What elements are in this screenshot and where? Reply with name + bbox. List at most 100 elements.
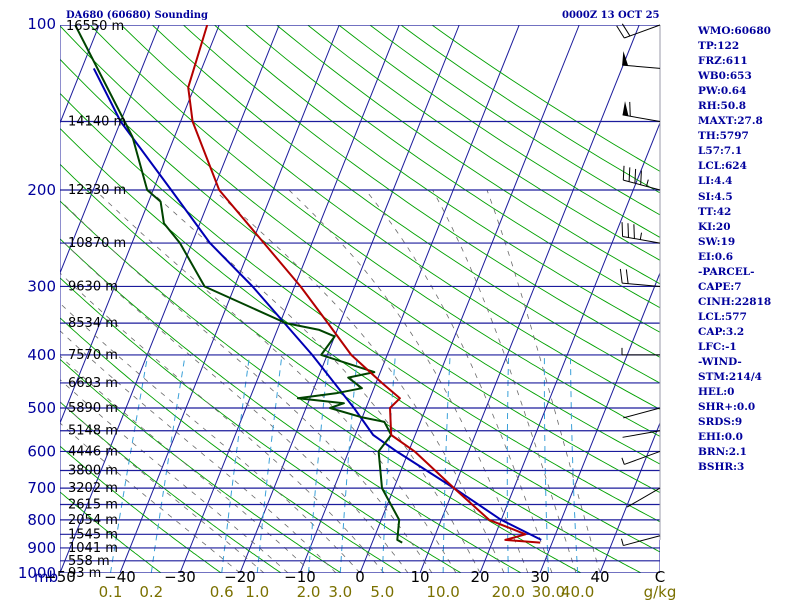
temperature-tick-label: 10 (410, 568, 429, 586)
temperature-tick-label: 0 (355, 568, 365, 586)
stability-index-item: WB0:653 (698, 70, 752, 83)
wind-barb-flag (633, 224, 635, 239)
moist-adiabat-line (60, 238, 409, 573)
wind-barb-flag (625, 269, 629, 284)
pressure-label: 500 (27, 399, 56, 417)
stability-index-item: MAXT:27.8 (698, 115, 763, 128)
mixing-ratio-unit-label: g/kg (644, 583, 677, 600)
height-label: 14140 m (68, 114, 126, 129)
wind-barb-flag (640, 170, 642, 185)
stability-index-item: CINH:22818 (698, 295, 772, 308)
wind-barb-staff (622, 430, 661, 438)
wind-barb-half-flag (645, 179, 649, 187)
stability-index-item: KI:20 (698, 220, 731, 233)
wind-barb-staff (624, 450, 661, 465)
temperature-tick-label: 20 (470, 568, 489, 586)
temperature-curve (187, 25, 541, 544)
parcel-curve (92, 67, 542, 541)
height-label: 1041 m (68, 541, 118, 556)
height-label: 16550 m (66, 19, 124, 34)
wind-barbs (616, 23, 661, 547)
height-label: 558 m (68, 554, 110, 569)
pressure-label: 800 (27, 511, 56, 529)
mixing-ratio-label: 30.0 (532, 583, 565, 600)
mixing-ratio-label: 0.6 (210, 583, 234, 600)
mixing-ratio-label: 5.0 (370, 583, 394, 600)
pressure-label: 1000 (18, 564, 56, 582)
wind-barb (626, 487, 661, 508)
sounding-time: 0000Z 13 OCT 25 (562, 10, 660, 21)
wind-barb-flag (621, 23, 631, 37)
wind-barb-half-flag (621, 538, 624, 546)
wind-barb-staff (622, 235, 661, 244)
stability-index-item: FRZ:611 (698, 55, 748, 68)
wind-barb (622, 165, 661, 191)
mixing-ratio-label: 20.0 (492, 583, 525, 600)
stability-index-item: LCL:577 (698, 310, 747, 323)
wind-barb-staff (622, 282, 661, 287)
pressure-label: 200 (27, 181, 56, 199)
stability-index-item: LFC:-1 (698, 340, 737, 353)
wind-barb-flag (628, 167, 631, 182)
pressure-label: 400 (27, 346, 56, 364)
height-label: 4446 m (68, 444, 118, 459)
height-label: 2615 m (68, 498, 118, 513)
isotherm-line (479, 121, 660, 573)
mixing-ratio-label: 2.0 (297, 583, 321, 600)
stability-index-item: SI:4.5 (698, 190, 733, 203)
wind-barb-staff (622, 64, 661, 69)
moist-adiabat-line (432, 189, 577, 573)
stability-index-item: TH:5797 (698, 130, 749, 143)
height-label: 5148 m (68, 424, 118, 439)
stability-index-item: EHI:0.0 (698, 431, 743, 444)
wind-barb (621, 347, 660, 356)
temperature-tick-label: 30 (530, 568, 549, 586)
mixing-ratio-label: 3.0 (328, 583, 352, 600)
temperature-tick-label: −40 (104, 568, 136, 586)
isotherm-line (179, 25, 400, 573)
moist-adiabat-line (486, 189, 601, 573)
stability-index-item: CAPE:7 (698, 280, 742, 293)
wind-barb-staff (626, 487, 661, 508)
chart-grid (60, 25, 660, 573)
wind-barb (621, 222, 661, 244)
chart-profiles (74, 25, 542, 544)
wind-barb-staff (622, 114, 661, 122)
height-label: 6693 m (68, 376, 118, 391)
stability-index-item: BRN:2.1 (698, 446, 747, 459)
wind-barb (621, 450, 661, 465)
wind-barb-flag (619, 268, 623, 284)
stability-index-item: EI:0.6 (698, 250, 734, 263)
wind-barb-flag (627, 223, 629, 238)
mixing-ratio-label: 40.0 (561, 583, 594, 600)
stability-index-item: HEL:0 (698, 386, 735, 399)
plot-background (60, 25, 660, 573)
wind-barb-staff (623, 407, 661, 419)
isotherm-line (119, 25, 340, 573)
wind-barb-staff (623, 535, 661, 547)
pressure-label: 100 (27, 15, 56, 33)
mixing-ratio-label: 1.0 (245, 583, 269, 600)
wind-barb (616, 23, 661, 39)
height-label: 9630 m (68, 279, 118, 294)
pressure-label: 600 (27, 442, 56, 460)
height-label: 3202 m (68, 481, 118, 496)
pressure-unit-label: mb (34, 568, 58, 586)
height-label: 12330 m (68, 183, 126, 198)
height-label: 10870 m (68, 236, 126, 251)
wind-barb-pennant (622, 51, 629, 66)
wind-barb-staff (624, 24, 661, 39)
wind-barb-pennant (622, 101, 629, 116)
isotherm-line (539, 271, 660, 573)
temperature-tick-label: C (655, 568, 665, 586)
temperature-tick-label: −50 (44, 568, 76, 586)
moist-adiabat-line (60, 272, 385, 573)
isotherm-line (419, 25, 640, 573)
stability-index-item: BSHR:3 (698, 461, 745, 474)
wind-barb-half-flag (621, 457, 625, 465)
temperature-tick-label: −30 (164, 568, 196, 586)
isotherm-line (599, 421, 660, 573)
wind-barb-half-flag (639, 232, 643, 240)
